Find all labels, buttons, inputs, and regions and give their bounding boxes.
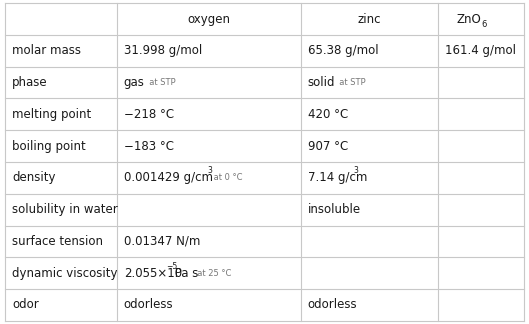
Text: zinc: zinc bbox=[358, 13, 381, 26]
Text: 3: 3 bbox=[207, 167, 212, 175]
Text: 31.998 g/mol: 31.998 g/mol bbox=[124, 44, 202, 57]
Text: insoluble: insoluble bbox=[308, 203, 361, 216]
Text: surface tension: surface tension bbox=[12, 235, 103, 248]
Text: 65.38 g/mol: 65.38 g/mol bbox=[308, 44, 378, 57]
Text: at 0 °C: at 0 °C bbox=[211, 173, 242, 182]
Text: Pa s: Pa s bbox=[171, 267, 198, 280]
Text: 0.01347 N/m: 0.01347 N/m bbox=[124, 235, 200, 248]
Text: at STP: at STP bbox=[334, 78, 366, 87]
Text: −5: −5 bbox=[166, 262, 177, 271]
Text: 3: 3 bbox=[354, 167, 359, 175]
Text: −218 °C: −218 °C bbox=[124, 108, 174, 121]
Text: 161.4 g/mol: 161.4 g/mol bbox=[445, 44, 516, 57]
Text: odorless: odorless bbox=[308, 298, 357, 311]
Text: dynamic viscosity: dynamic viscosity bbox=[12, 267, 117, 280]
Text: molar mass: molar mass bbox=[12, 44, 81, 57]
Text: 907 °C: 907 °C bbox=[308, 140, 348, 153]
Text: odorless: odorless bbox=[124, 298, 174, 311]
Text: 0.001429 g/cm: 0.001429 g/cm bbox=[124, 171, 213, 184]
Text: 420 °C: 420 °C bbox=[308, 108, 348, 121]
Text: odor: odor bbox=[12, 298, 39, 311]
Text: solubility in water: solubility in water bbox=[12, 203, 118, 216]
Text: 7.14 g/cm: 7.14 g/cm bbox=[308, 171, 367, 184]
Text: boiling point: boiling point bbox=[12, 140, 86, 153]
Text: density: density bbox=[12, 171, 56, 184]
Text: oxygen: oxygen bbox=[187, 13, 230, 26]
Text: ZnO: ZnO bbox=[456, 13, 481, 26]
Text: gas: gas bbox=[124, 76, 144, 89]
Text: melting point: melting point bbox=[12, 108, 92, 121]
Text: at 25 °C: at 25 °C bbox=[193, 269, 232, 278]
Text: 6: 6 bbox=[481, 20, 487, 29]
Text: −183 °C: −183 °C bbox=[124, 140, 174, 153]
Text: solid: solid bbox=[308, 76, 335, 89]
Text: at STP: at STP bbox=[144, 78, 175, 87]
Text: phase: phase bbox=[12, 76, 48, 89]
Text: 2.055×10: 2.055×10 bbox=[124, 267, 182, 280]
